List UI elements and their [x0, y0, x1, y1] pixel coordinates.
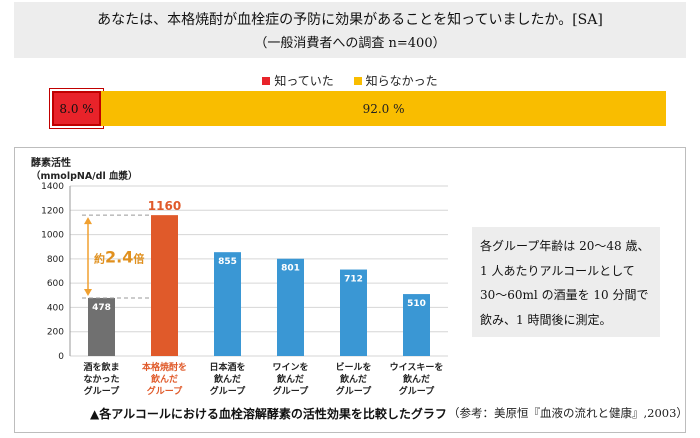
x-category-label: 飲んだ — [339, 373, 367, 385]
survey-legend: 知っていた 知らなかった — [0, 72, 700, 89]
legend-unknown: 知らなかった — [353, 74, 438, 88]
x-category-label: グループ — [210, 385, 246, 397]
legend-known-label: 知っていた — [274, 74, 334, 88]
bar — [214, 252, 241, 356]
bar-segment-known: 8.0 % — [48, 88, 105, 129]
bar-value-label: 1160 — [148, 199, 181, 213]
x-category-label: 日本酒を — [209, 361, 245, 373]
x-category-label: 酒を飲ま — [83, 361, 119, 373]
bar-segment-unknown: 92.0 % — [101, 91, 666, 126]
bar-value-label: 801 — [281, 264, 300, 274]
y-tick-label: 1000 — [41, 231, 64, 241]
bar-known-value: 8.0 % — [59, 101, 94, 116]
y-tick-label: 600 — [47, 279, 64, 289]
x-category-label: ワインを — [272, 362, 308, 373]
survey-sample-size: （一般消費者への調査 n=400） — [254, 36, 446, 51]
chart-caption: ▲各アルコールにおける血栓溶解酵素の活性効果を比較したグラフ — [90, 407, 447, 421]
bar — [340, 269, 367, 356]
y-tick-label: 400 — [47, 303, 64, 313]
note-line: 各グループ年齢は 20〜48 歳、 — [480, 239, 650, 253]
x-category-label: グループ — [84, 385, 120, 397]
legend-known: 知っていた — [262, 74, 334, 88]
y-tick-label: 200 — [47, 328, 64, 338]
chart-panel — [14, 147, 686, 433]
chart-source: （参考：美原恒『血液の流れと健康』,2003） — [448, 406, 688, 420]
y-tick-label: 800 — [47, 255, 64, 265]
x-category-label: ビールを — [335, 361, 371, 373]
survey-header: あなたは、本格焼酎が血栓症の予防に効果があることを知っていましたか。[SA] （… — [14, 2, 686, 58]
note-line: 1 人あたりアルコールとして — [480, 263, 635, 278]
legend-known-swatch — [262, 77, 271, 85]
x-category-label: 飲んだ — [276, 373, 304, 385]
awareness-stacked-bar: 8.0 % 92.0 % — [48, 88, 666, 129]
y-tick-label: 1400 — [41, 182, 64, 192]
x-category-label: 飲んだ — [213, 373, 241, 385]
bar-value-label: 855 — [218, 257, 237, 267]
bar — [88, 297, 115, 356]
bar — [403, 294, 430, 356]
measurement-note: 各グループ年齢は 20〜48 歳、 1 人あたりアルコールとして 30〜60ml… — [472, 227, 660, 337]
bar — [151, 215, 178, 356]
note-line: 30〜60ml の酒量を 10 分間で — [480, 288, 649, 302]
x-category-label: グループ — [336, 385, 372, 397]
x-category-label: なかった — [83, 374, 119, 385]
ratio-annotation: 約2.4倍 — [94, 248, 144, 267]
legend-unknown-label: 知らなかった — [365, 74, 438, 88]
ratio-arrow-head-down — [84, 288, 92, 296]
survey-question: あなたは、本格焼酎が血栓症の予防に効果があることを知っていましたか。[SA] — [97, 12, 603, 28]
x-category-label: 本格焼酎を — [142, 361, 187, 373]
x-category-label: 飲んだ — [402, 373, 430, 385]
bar — [277, 258, 304, 356]
legend-unknown-swatch — [353, 77, 362, 85]
x-category-label: グループ — [399, 385, 435, 397]
bar-value-label: 712 — [344, 275, 363, 285]
ratio-arrow-head-up — [84, 217, 92, 225]
chart-unit-label: （mmolpNA/dl 血漿） — [31, 170, 138, 182]
x-category-label: グループ — [273, 385, 309, 397]
y-tick-label: 1200 — [41, 206, 64, 216]
x-category-label: ウイスキーを — [390, 362, 444, 373]
bar-unknown-value: 92.0 % — [362, 101, 405, 116]
x-category-label: グループ — [147, 385, 183, 397]
chart-title: 酵素活性 — [31, 156, 71, 169]
y-tick-label: 0 — [58, 352, 64, 362]
x-category-label: 飲んだ — [150, 373, 178, 385]
note-line: 飲み、1 時間後に測定。 — [480, 312, 612, 327]
bar-value-label: 478 — [92, 303, 111, 313]
bar-value-label: 510 — [407, 299, 426, 309]
